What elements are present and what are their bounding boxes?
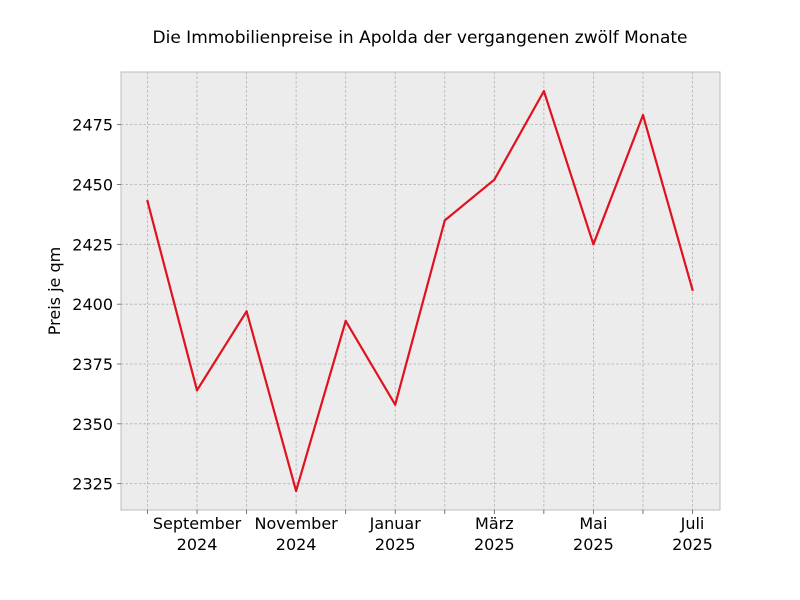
data-point [195,389,199,392]
x-tick-label-year: 2025 [573,535,614,554]
y-tick-label: 2475 [72,116,113,135]
y-tick-label: 2350 [72,415,113,434]
x-tick-label-year: 2024 [276,535,317,554]
data-point [691,288,694,291]
x-tick-label-month: September [153,514,242,533]
x-axis: September 2024 November 2024 Januar 2025 März 2… [147,510,713,554]
x-tick-label-year: 2025 [474,535,515,554]
y-tick-label: 2425 [72,235,113,254]
y-tick-label: 2450 [72,175,113,194]
x-tick-label-year: 2025 [375,535,416,554]
x-tick-label-year: 2024 [177,535,218,554]
chart-title: Die Immobilienpreise in Apolda der verga… [153,28,688,48]
x-tick-label-month: Mai [579,514,607,533]
grid-lines [121,72,720,510]
data-point [641,114,645,117]
x-tick-label-month: März [475,514,514,533]
x-tick-label-month: Januar [369,514,422,533]
data-point [295,489,298,492]
data-point [493,178,496,181]
data-point [394,403,397,406]
x-tick-label-month: November [255,514,339,533]
data-point [542,90,546,93]
x-tick-label-year: 2025 [672,535,713,554]
y-tick-label: 2325 [72,475,113,494]
series-line [146,89,694,492]
y-axis: 2325 2350 2375 2400 2425 2450 2475 [72,116,121,494]
y-axis-title: Preis je qm [45,247,64,335]
data-point [245,310,248,313]
data-point [592,243,595,246]
plot-area [121,72,720,510]
y-tick-label: 2375 [72,355,113,374]
x-tick-label-month: Juli [680,514,705,533]
data-point [443,219,446,222]
y-tick-label: 2400 [72,295,113,314]
data-point [146,200,149,203]
plot-frame [120,71,721,511]
data-point [344,319,347,322]
series-layer [146,89,694,492]
